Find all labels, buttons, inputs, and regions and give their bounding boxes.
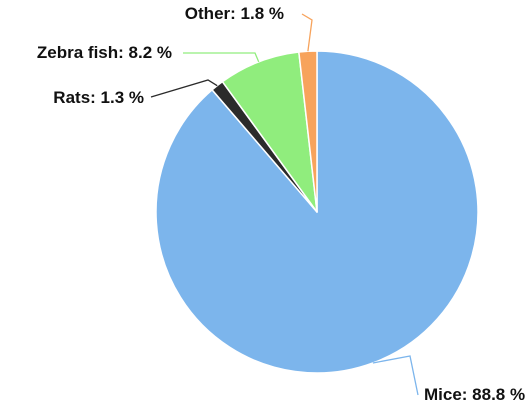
connector-other — [301, 13, 313, 52]
connector-mice — [372, 355, 419, 396]
slice-label-rats: Rats: 1.3 % — [53, 88, 144, 107]
connector-zebra-fish — [183, 52, 260, 63]
connector-rats — [150, 79, 218, 98]
slice-label-zebra-fish: Zebra fish: 8.2 % — [37, 43, 172, 62]
slice-label-mice: Mice: 88.8 % — [424, 385, 525, 404]
slices-layer — [155, 50, 479, 374]
slice-label-other: Other: 1.8 % — [185, 4, 284, 23]
connectors-layer — [150, 13, 419, 396]
labels-layer: Mice: 88.8 % Rats: 1.3 % Zebra fish: 8.2 %… — [37, 4, 525, 404]
